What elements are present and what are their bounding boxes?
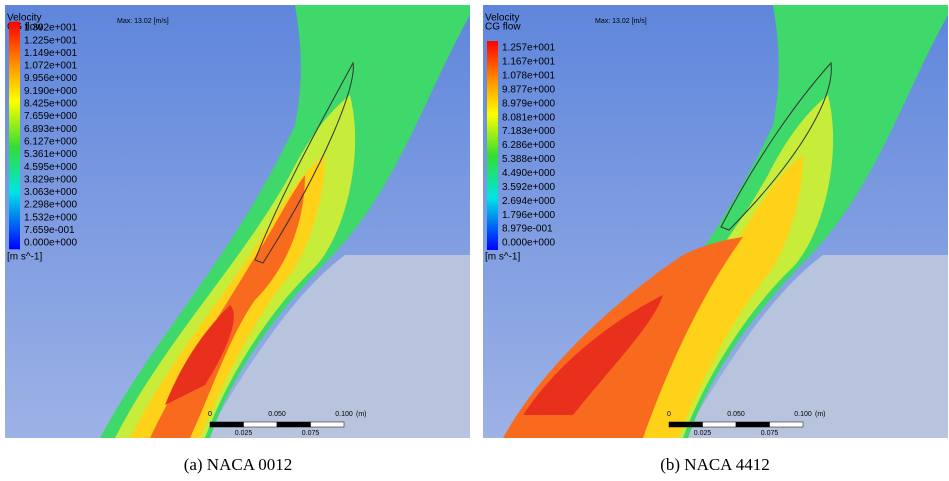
legend-label: 0.000e+000 [502, 238, 556, 249]
scale-label: (m) [815, 411, 826, 418]
legend-label: 1.078e+001 [502, 70, 556, 81]
scale-segment [668, 421, 703, 428]
scale-segment [209, 421, 244, 428]
colorbar [9, 21, 20, 250]
channel-mid [115, 95, 356, 438]
scale-label: 0.100 [335, 411, 353, 418]
legend-label: 8.081e+000 [502, 112, 556, 123]
legend-label: 4.490e+000 [502, 168, 556, 179]
legend-label: 1.167e+001 [502, 57, 556, 68]
legend-label: 6.286e+000 [502, 140, 556, 151]
caption: (a) NACA 0012 [184, 455, 293, 474]
scale-label: 0 [208, 411, 212, 418]
legend-label: 7.659e+000 [24, 111, 78, 122]
legend-label: 1.796e+000 [502, 210, 556, 221]
legend-label: 9.877e+000 [502, 84, 556, 95]
scale-segment [276, 421, 311, 428]
legend-label: 5.361e+000 [24, 149, 78, 160]
legend-label: 9.190e+000 [24, 86, 78, 97]
legend-label: 1.149e+001 [24, 48, 78, 59]
scale-label: 0.075 [761, 430, 779, 437]
legend-label: 3.063e+000 [24, 187, 78, 198]
scale-segment [769, 421, 804, 428]
legend-label: 2.694e+000 [502, 196, 556, 207]
legend-label: 8.425e+000 [24, 99, 78, 110]
channel-red [165, 305, 234, 405]
scale-label: 0.025 [235, 430, 253, 437]
colorbar [487, 41, 498, 250]
legend-unit: [m s^-1] [485, 252, 520, 263]
blade [720, 61, 832, 231]
contour-image [483, 5, 948, 438]
scale-label: 0.025 [694, 430, 712, 437]
legend-label: 8.979e-001 [502, 224, 553, 235]
legend-label: 1.257e+001 [502, 43, 556, 54]
contour-image [5, 5, 470, 438]
blade [254, 61, 354, 264]
max-label: Max: 13.02 [m/s] [595, 18, 647, 25]
legend-title: Velocity [7, 13, 41, 24]
scale-segment [243, 421, 278, 428]
caption: (b) NACA 4412 [660, 455, 770, 474]
legend-subtitle: CG flow [485, 22, 521, 33]
legend-unit: [m s^-1] [7, 252, 42, 263]
legend-label: 6.893e+000 [24, 124, 78, 135]
legend-label: 1.072e+001 [24, 61, 78, 72]
legend-label: 5.388e+000 [502, 154, 556, 165]
lower-region [205, 255, 470, 438]
legend-title: Velocity [485, 13, 519, 24]
legend-label: 7.659e-001 [24, 225, 75, 236]
legend-label: 0.000e+000 [24, 238, 78, 249]
legend-subtitle: CG flow [7, 22, 43, 33]
legend-label: 1.302e+001 [24, 23, 78, 34]
legend-label: 8.979e+000 [502, 98, 556, 109]
legend-label: 3.592e+000 [502, 182, 556, 193]
lower-region [683, 255, 948, 438]
scale-label: 0.100 [794, 411, 812, 418]
channel-red [523, 295, 663, 415]
scale-segment [702, 421, 737, 428]
legend-label: 9.956e+000 [24, 73, 78, 84]
scale-segment [310, 421, 345, 428]
scale-segment [735, 421, 770, 428]
legend-label: 3.829e+000 [24, 174, 78, 185]
legend-label: 1.225e+001 [24, 35, 78, 46]
legend-label: 7.183e+000 [502, 126, 556, 137]
legend-label: 6.127e+000 [24, 136, 78, 147]
legend-label: 1.532e+000 [24, 212, 78, 223]
legend-label: 2.298e+000 [24, 200, 78, 211]
max-label: Max: 13.02 [m/s] [117, 18, 169, 25]
legend-label: 4.595e+000 [24, 162, 78, 173]
scale-label: 0.050 [268, 411, 286, 418]
scale-label: 0 [667, 411, 671, 418]
scale-label: 0.075 [302, 430, 320, 437]
scale-label: 0.050 [727, 411, 745, 418]
scale-label: (m) [356, 411, 367, 418]
